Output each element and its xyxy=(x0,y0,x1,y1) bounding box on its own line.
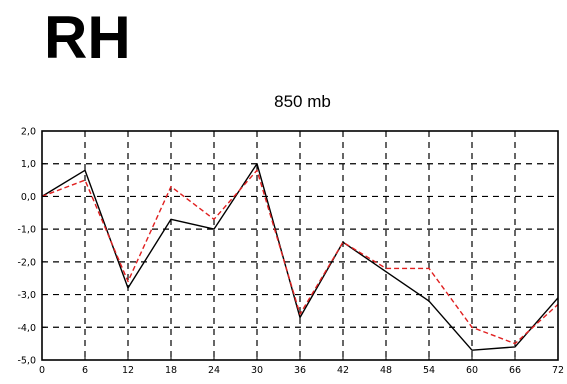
tick-marks xyxy=(41,130,559,361)
chart-title: 850 mb xyxy=(274,92,331,111)
x-tick-label: 66 xyxy=(509,365,521,376)
x-tick-label: 36 xyxy=(294,365,306,376)
series-lines xyxy=(41,162,559,351)
y-tick-label: -4,0 xyxy=(17,323,36,334)
y-tick-labels: 2,0 1,0 0,0 -1,0 -2,0 -3,0 -4,0 -5,0 xyxy=(17,127,36,367)
x-tick-label: 42 xyxy=(337,365,349,376)
x-tick-label: 6 xyxy=(82,365,88,376)
series-line-2 xyxy=(41,169,559,345)
x-tick-label: 60 xyxy=(466,365,478,376)
x-tick-label: 30 xyxy=(251,365,263,376)
y-tick-label: -5,0 xyxy=(17,356,36,367)
x-tick-labels: 0 6 12 18 24 30 36 42 48 54 60 66 72 xyxy=(39,365,564,376)
x-tick-label: 12 xyxy=(122,365,134,376)
y-tick-label: 1,0 xyxy=(21,159,36,170)
page-heading: RH xyxy=(44,4,131,71)
y-tick-label: -3,0 xyxy=(17,290,36,301)
x-tick-label: 72 xyxy=(552,365,564,376)
y-tick-label: 0,0 xyxy=(21,192,36,203)
y-tick-label: 2,0 xyxy=(21,127,36,138)
series-line-1 xyxy=(41,162,559,351)
grid-lines xyxy=(42,131,558,360)
x-tick-label: 54 xyxy=(423,365,435,376)
x-tick-label: 0 xyxy=(39,365,45,376)
y-tick-label: -2,0 xyxy=(17,257,36,268)
y-tick-label: -1,0 xyxy=(17,225,36,236)
x-tick-label: 48 xyxy=(380,365,392,376)
x-tick-label: 24 xyxy=(208,365,220,376)
x-tick-label: 18 xyxy=(165,365,177,376)
